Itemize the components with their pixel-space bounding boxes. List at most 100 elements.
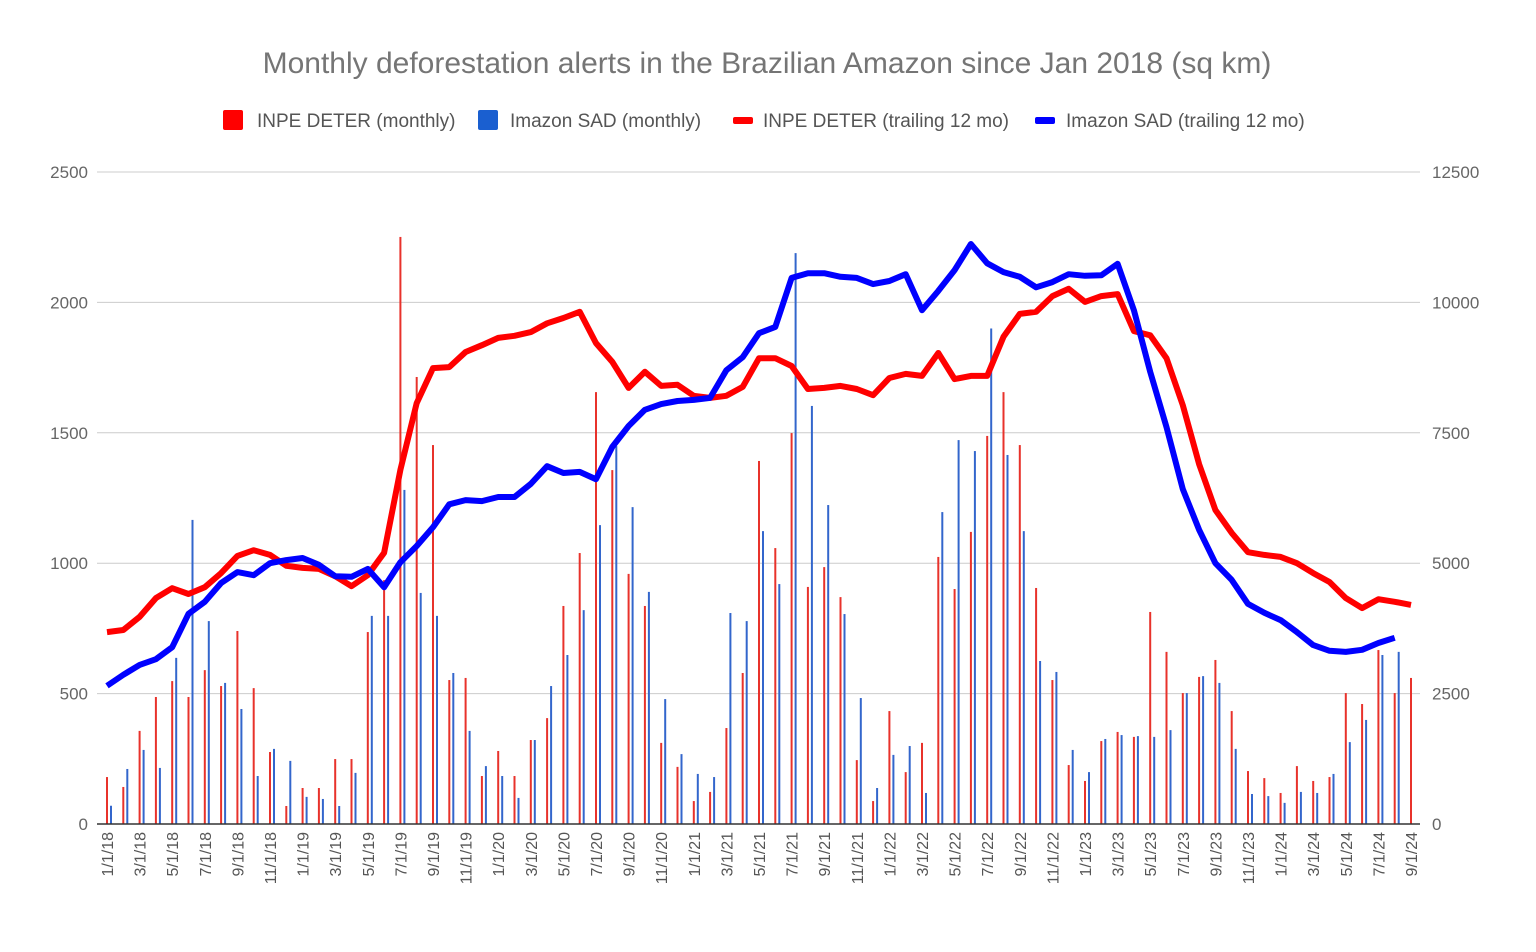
x-tick-label: 5/1/21	[752, 832, 769, 877]
deter-monthly-bar	[1035, 587, 1038, 824]
sad-monthly-bar	[582, 610, 585, 824]
deter-monthly-bar	[1312, 780, 1315, 824]
x-tick-label: 7/1/22	[980, 832, 997, 877]
deter-monthly-bar	[106, 777, 108, 824]
deter-monthly-bar	[823, 567, 826, 824]
sad-monthly-bar	[696, 773, 699, 824]
deter-monthly-bar	[1084, 780, 1086, 824]
right-axis: 0 2500 5000 7500 10000 12500	[1432, 163, 1479, 834]
deter-monthly-bar	[366, 632, 369, 824]
deter-monthly-bar	[480, 776, 483, 824]
sad-monthly-bar	[1267, 796, 1270, 824]
sad-trailing-line	[105, 241, 1396, 689]
sad-monthly-bar	[1088, 772, 1090, 824]
sad-monthly-bar	[110, 805, 112, 824]
sad-monthly-bar	[452, 672, 455, 824]
sad-monthly-bar	[990, 328, 993, 824]
deter-monthly-bar	[415, 376, 418, 824]
right-tick-label: 12500	[1432, 163, 1479, 182]
x-tick-label: 7/1/24	[1371, 832, 1388, 877]
sad-monthly-bar	[419, 592, 422, 824]
legend-label: INPE DETER (monthly)	[257, 111, 455, 132]
sad-monthly-bar	[224, 682, 227, 824]
sad-monthly-bar	[305, 796, 308, 824]
deter-monthly-bar	[1116, 731, 1119, 824]
deter-monthly-bar	[676, 766, 679, 824]
sad-monthly-bar	[273, 748, 275, 824]
legend-item-sad-monthly[interactable]: Imazon SAD (monthly)	[478, 110, 701, 132]
deter-monthly-bar	[741, 672, 744, 824]
sad-monthly-bar	[1120, 735, 1123, 824]
deter-monthly-bar	[432, 445, 434, 824]
sad-monthly-bar	[191, 519, 194, 824]
sad-monthly-bar	[1055, 671, 1058, 824]
sad-monthly-bar	[533, 740, 536, 824]
deter-monthly-bar	[872, 801, 875, 824]
deter-monthly-bar	[464, 677, 467, 824]
sad-monthly-bar	[794, 253, 797, 825]
x-tick-label: 3/1/22	[915, 832, 932, 877]
sad-monthly-bar	[501, 776, 504, 824]
sad-monthly-bar	[126, 768, 129, 824]
deter-monthly-bar	[1247, 771, 1249, 824]
deter-monthly-bar	[921, 742, 923, 824]
legend-label: Imazon SAD (monthly)	[510, 111, 701, 132]
deter-monthly-bar	[725, 728, 728, 824]
deter-monthly-bar	[709, 791, 712, 824]
sad-monthly-bar	[403, 489, 406, 824]
deter-monthly-bar	[692, 801, 695, 824]
legend-item-sad-trailing[interactable]: Imazon SAD (trailing 12 mo)	[1035, 111, 1305, 132]
left-tick-label: 2000	[50, 293, 88, 312]
deter-monthly-bar	[122, 786, 125, 824]
x-tick-label: 9/1/19	[426, 832, 443, 877]
deter-monthly-bar	[855, 760, 858, 824]
sad-monthly-bar	[256, 776, 259, 824]
deter-monthly-bar	[1410, 677, 1412, 824]
left-axis: 0 500 1000 1500 2000 2500	[50, 163, 88, 834]
x-tick-label: 11/1/23	[1241, 832, 1258, 884]
sad-monthly-bar	[207, 621, 210, 824]
deter-monthly-bar	[1100, 741, 1103, 824]
deter-monthly-bar	[546, 718, 549, 824]
legend-item-deter-trailing[interactable]: INPE DETER (trailing 12 mo)	[733, 111, 1009, 132]
sad-monthly-bar	[908, 746, 911, 824]
sad-monthly-bar	[484, 766, 487, 824]
sad-monthly-bar	[1022, 531, 1025, 824]
deter-monthly-bar	[660, 742, 663, 824]
deter-monthly-bar	[1230, 711, 1233, 824]
deter-monthly-bar	[1051, 680, 1054, 824]
x-tick-label: 3/1/18	[133, 832, 150, 877]
left-tick-label: 1500	[50, 424, 88, 443]
sad-monthly-bar	[517, 797, 520, 824]
deter-monthly-bar	[252, 688, 255, 824]
deter-monthly-bar	[611, 470, 614, 824]
x-tick-label: 9/1/23	[1208, 832, 1225, 877]
sad-monthly-bar	[941, 512, 944, 824]
bars	[106, 236, 1412, 825]
deter-monthly-bar	[1002, 392, 1005, 824]
x-tick-label: 9/1/20	[622, 832, 639, 877]
legend-swatch-sad-trailing	[1035, 117, 1055, 124]
x-tick-label: 11/1/20	[654, 832, 671, 884]
x-tick-label: 7/1/18	[198, 832, 215, 877]
left-tick-label: 0	[79, 815, 88, 834]
sad-monthly-bar	[925, 792, 927, 824]
sad-monthly-bar	[1283, 802, 1286, 824]
sad-monthly-bar	[810, 405, 813, 824]
deter-monthly-bar	[1149, 611, 1152, 824]
x-tick-label: 1/1/23	[1078, 832, 1095, 877]
deter-monthly-bar	[350, 759, 353, 824]
deter-monthly-bar	[383, 580, 386, 824]
deter-monthly-bar	[627, 573, 630, 824]
deter-monthly-bar	[562, 605, 565, 824]
deter-monthly-bar	[1344, 693, 1347, 824]
legend-item-deter-monthly[interactable]: INPE DETER (monthly)	[223, 110, 455, 132]
deter-monthly-bar	[774, 548, 777, 824]
sad-monthly-bar	[1153, 736, 1156, 824]
legend: INPE DETER (monthly) Imazon SAD (monthly…	[223, 110, 1305, 132]
deter-monthly-bar	[1361, 704, 1364, 824]
sad-monthly-bar	[158, 767, 161, 824]
sad-monthly-bar	[876, 788, 879, 824]
sad-monthly-bar	[892, 754, 895, 824]
x-tick-label: 3/1/19	[328, 832, 345, 877]
